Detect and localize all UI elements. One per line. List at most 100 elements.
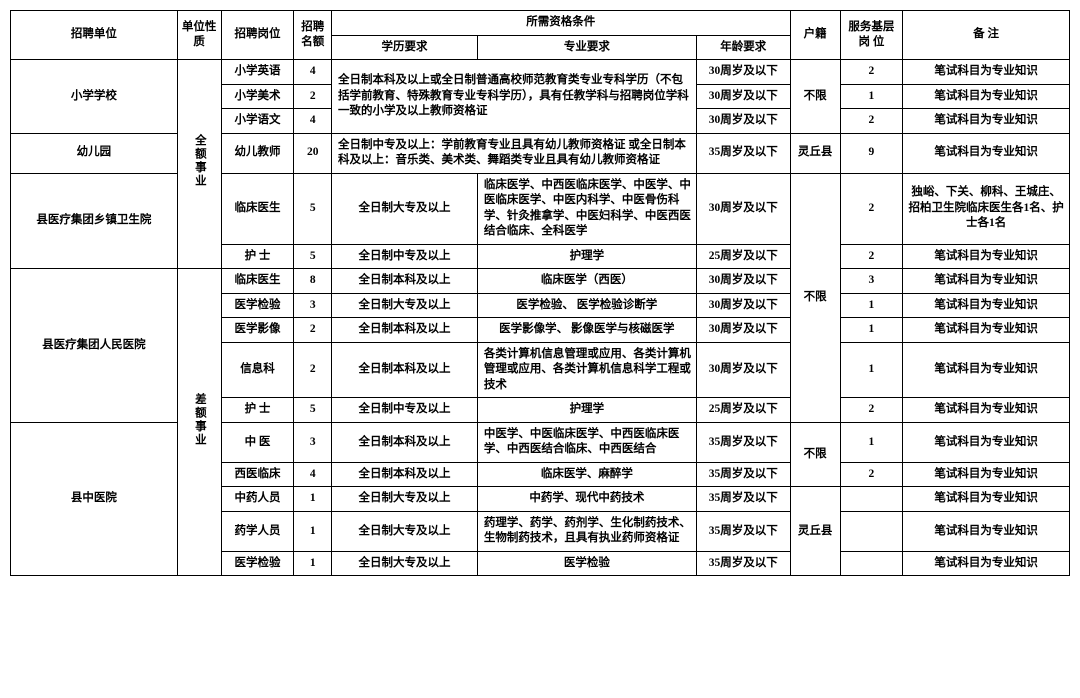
cell-remark: 笔试科目为专业知识 xyxy=(903,487,1070,512)
cell-position: 小学语文 xyxy=(221,109,294,134)
cell-edu: 全日制本科及以上 xyxy=(332,422,478,462)
cell-service: 2 xyxy=(840,173,903,244)
cell-position: 护 士 xyxy=(221,244,294,269)
cell-quota: 4 xyxy=(294,109,332,134)
cell-age: 35周岁及以下 xyxy=(696,133,790,173)
table-row: 县医疗集团人民医院 差额事业 临床医生 8 全日制本科及以上 临床医学（西医） … xyxy=(11,269,1070,294)
cell-remark: 笔试科目为专业知识 xyxy=(903,244,1070,269)
cell-nature: 全额事业 xyxy=(177,60,221,269)
cell-remark: 笔试科目为专业知识 xyxy=(903,342,1070,398)
cell-quota: 1 xyxy=(294,487,332,512)
cell-quota: 2 xyxy=(294,84,332,109)
cell-unit: 县医疗集团乡镇卫生院 xyxy=(11,173,178,269)
cell-age: 30周岁及以下 xyxy=(696,60,790,85)
th-hukou: 户籍 xyxy=(790,11,840,60)
cell-remark: 独峪、下关、柳科、王城庄、招柏卫生院临床医生各1名、护士各1名 xyxy=(903,173,1070,244)
cell-position: 临床医生 xyxy=(221,269,294,294)
cell-quota: 8 xyxy=(294,269,332,294)
cell-edu: 全日制中专及以上 xyxy=(332,244,478,269)
cell-position: 中药人员 xyxy=(221,487,294,512)
table-row: 小学学校 全额事业 小学英语 4 全日制本科及以上或全日制普通高校师范教育类专业… xyxy=(11,60,1070,85)
cell-age: 25周岁及以下 xyxy=(696,244,790,269)
cell-service: 2 xyxy=(840,462,903,487)
cell-major: 临床医学、麻醉学 xyxy=(477,462,696,487)
cell-remark: 笔试科目为专业知识 xyxy=(903,422,1070,462)
cell-remark: 笔试科目为专业知识 xyxy=(903,84,1070,109)
cell-position: 临床医生 xyxy=(221,173,294,244)
cell-position: 药学人员 xyxy=(221,511,294,551)
th-service: 服务基层岗 位 xyxy=(840,11,903,60)
cell-position: 护 士 xyxy=(221,398,294,423)
cell-remark: 笔试科目为专业知识 xyxy=(903,511,1070,551)
cell-age: 25周岁及以下 xyxy=(696,398,790,423)
table-header: 招聘单位 单位性质 招聘岗位 招聘名额 所需资格条件 户籍 服务基层岗 位 备 … xyxy=(11,11,1070,60)
cell-age: 35周岁及以下 xyxy=(696,422,790,462)
cell-quota: 20 xyxy=(294,133,332,173)
cell-service: 1 xyxy=(840,422,903,462)
cell-hukou: 不限 xyxy=(790,60,840,134)
cell-age: 30周岁及以下 xyxy=(696,293,790,318)
cell-remark: 笔试科目为专业知识 xyxy=(903,318,1070,343)
cell-major: 医学影像学、 影像医学与核磁医学 xyxy=(477,318,696,343)
cell-remark: 笔试科目为专业知识 xyxy=(903,109,1070,134)
cell-service: 1 xyxy=(840,318,903,343)
cell-position: 医学检验 xyxy=(221,293,294,318)
cell-age: 30周岁及以下 xyxy=(696,109,790,134)
cell-age: 30周岁及以下 xyxy=(696,269,790,294)
cell-service: 1 xyxy=(840,84,903,109)
cell-quota: 2 xyxy=(294,342,332,398)
cell-age: 35周岁及以下 xyxy=(696,551,790,576)
cell-quota: 5 xyxy=(294,398,332,423)
cell-service xyxy=(840,551,903,576)
cell-position: 小学英语 xyxy=(221,60,294,85)
cell-nature: 差额事业 xyxy=(177,269,221,576)
cell-edu-major: 全日制本科及以上或全日制普通高校师范教育类专业专科学历（不包括学前教育、特殊教育… xyxy=(332,60,697,134)
th-age: 年龄要求 xyxy=(696,35,790,60)
cell-edu: 全日制大专及以上 xyxy=(332,487,478,512)
cell-service: 3 xyxy=(840,269,903,294)
cell-service: 1 xyxy=(840,342,903,398)
cell-unit: 县医疗集团人民医院 xyxy=(11,269,178,423)
cell-service: 9 xyxy=(840,133,903,173)
cell-major: 临床医学（西医） xyxy=(477,269,696,294)
cell-quota: 2 xyxy=(294,318,332,343)
cell-service: 2 xyxy=(840,109,903,134)
cell-major: 临床医学、中西医临床医学、中医学、中医临床医学、中医内科学、中医骨伤科学、针灸推… xyxy=(477,173,696,244)
cell-age: 35周岁及以下 xyxy=(696,487,790,512)
cell-remark: 笔试科目为专业知识 xyxy=(903,60,1070,85)
cell-hukou: 不限 xyxy=(790,173,840,422)
cell-quota: 5 xyxy=(294,173,332,244)
cell-edu: 全日制大专及以上 xyxy=(332,293,478,318)
cell-age: 30周岁及以下 xyxy=(696,173,790,244)
th-quota: 招聘名额 xyxy=(294,11,332,60)
cell-remark: 笔试科目为专业知识 xyxy=(903,293,1070,318)
cell-edu: 全日制本科及以上 xyxy=(332,318,478,343)
cell-unit: 小学学校 xyxy=(11,60,178,134)
cell-position: 幼儿教师 xyxy=(221,133,294,173)
cell-unit: 县中医院 xyxy=(11,422,178,576)
cell-position: 小学美术 xyxy=(221,84,294,109)
cell-quota: 1 xyxy=(294,551,332,576)
cell-edu: 全日制大专及以上 xyxy=(332,173,478,244)
cell-remark: 笔试科目为专业知识 xyxy=(903,133,1070,173)
cell-hukou: 不限 xyxy=(790,422,840,487)
th-position: 招聘岗位 xyxy=(221,11,294,60)
cell-edu: 全日制中专及以上 xyxy=(332,398,478,423)
cell-quota: 3 xyxy=(294,293,332,318)
cell-age: 30周岁及以下 xyxy=(696,342,790,398)
cell-service xyxy=(840,487,903,512)
th-qualifications: 所需资格条件 xyxy=(332,11,791,36)
recruitment-table: 招聘单位 单位性质 招聘岗位 招聘名额 所需资格条件 户籍 服务基层岗 位 备 … xyxy=(10,10,1070,576)
cell-age: 35周岁及以下 xyxy=(696,462,790,487)
cell-major: 护理学 xyxy=(477,398,696,423)
cell-quota: 3 xyxy=(294,422,332,462)
cell-remark: 笔试科目为专业知识 xyxy=(903,269,1070,294)
cell-position: 中 医 xyxy=(221,422,294,462)
cell-quota: 4 xyxy=(294,462,332,487)
cell-edu: 全日制大专及以上 xyxy=(332,551,478,576)
cell-hukou: 灵丘县 xyxy=(790,133,840,173)
cell-service: 2 xyxy=(840,398,903,423)
cell-remark: 笔试科目为专业知识 xyxy=(903,551,1070,576)
cell-position: 西医临床 xyxy=(221,462,294,487)
th-nature: 单位性质 xyxy=(177,11,221,60)
